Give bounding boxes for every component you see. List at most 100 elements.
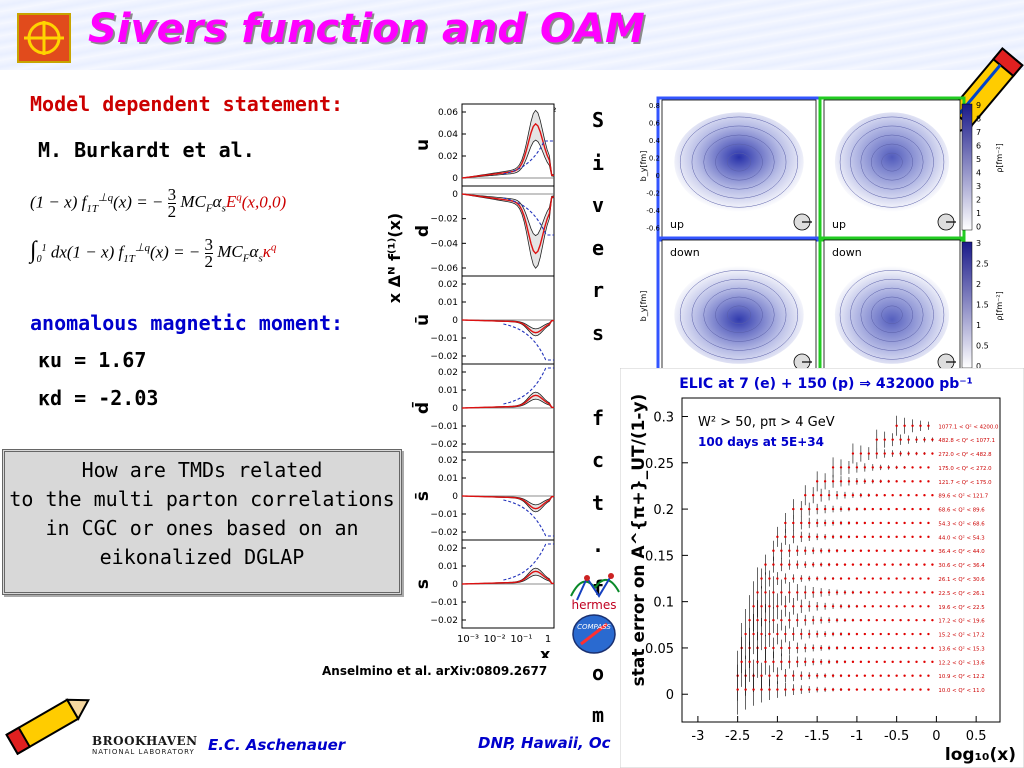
contour-line [691, 278, 787, 351]
data-point [895, 521, 898, 525]
data-point [804, 494, 807, 497]
data-point [887, 605, 890, 608]
data-point [811, 646, 815, 650]
data-point [891, 591, 894, 594]
data-point [776, 605, 779, 608]
data-point [847, 688, 851, 691]
data-point [804, 591, 807, 594]
data-point [899, 438, 902, 441]
data-point [819, 494, 823, 497]
data-point [796, 646, 799, 650]
data-point [883, 646, 886, 650]
vertical-letter: . [591, 533, 605, 557]
data-point [855, 605, 859, 608]
data-point [919, 535, 922, 539]
panel-tick-label: −0.04 [430, 239, 458, 249]
color-scale [961, 103, 973, 231]
contour-line [726, 152, 752, 172]
data-point [919, 424, 922, 427]
data-point [923, 549, 926, 552]
data-point [903, 466, 906, 469]
data-point [800, 535, 803, 539]
data-point [764, 660, 767, 664]
data-point [891, 646, 894, 650]
by-tick-label: 0 [656, 172, 660, 180]
data-point [871, 466, 874, 469]
data-point [823, 507, 827, 511]
data-point [768, 605, 771, 608]
data-point [911, 480, 914, 483]
data-point [915, 591, 918, 594]
callout-line: to the multi parton correlations [9, 487, 395, 511]
contour-line [679, 270, 799, 360]
scale-tick-label: 2 [976, 280, 981, 289]
scale-unit-label: ρ[fm⁻²] [995, 143, 1004, 172]
data-point [808, 632, 811, 636]
data-point [764, 646, 767, 650]
contour-line [703, 134, 775, 190]
panel-tick-label: 0 [452, 174, 458, 184]
panel-tick-label: 0 [452, 316, 458, 326]
data-point [871, 480, 874, 483]
chart-title: ELIC at 7 (e) + 150 (p) ⇒ 432000 pb⁻¹ [679, 376, 973, 392]
contour-line [881, 305, 903, 324]
data-point [859, 646, 863, 650]
data-point [847, 521, 851, 525]
error-band [461, 109, 555, 179]
callout-line: in CGC or ones based on an [45, 516, 359, 540]
data-point [776, 632, 779, 636]
data-point [835, 618, 839, 622]
data-point [851, 494, 855, 497]
author-line: M. Burkardt et al. [38, 138, 255, 162]
data-point [855, 507, 859, 511]
data-point [883, 549, 886, 552]
data-point [827, 563, 831, 566]
density-contour [834, 112, 950, 212]
data-point [867, 452, 871, 455]
density-contour [674, 112, 804, 212]
data-point [859, 494, 863, 497]
panel-tick-label: 0.06 [438, 108, 458, 118]
data-point [903, 577, 906, 580]
data-point [752, 632, 755, 636]
data-point [839, 521, 843, 525]
contour-line [850, 278, 934, 351]
panel-flavor-label: s [413, 579, 433, 589]
panel-tick-label: −0.01 [430, 422, 458, 432]
by-tick-label: -0.4 [646, 207, 660, 215]
data-point [744, 688, 747, 691]
positivity-bound [503, 140, 554, 175]
vertical-letter: r [591, 278, 605, 302]
data-point [815, 605, 819, 608]
data-point [819, 591, 823, 594]
data-point [879, 507, 882, 511]
data-point [879, 535, 882, 539]
data-point [847, 674, 851, 677]
panel-tick-label: −0.02 [430, 528, 458, 538]
data-point [808, 688, 811, 691]
x-tick-label: -1.5 [804, 729, 829, 744]
data-point [911, 674, 914, 677]
data-point [839, 480, 843, 483]
panel-tick-label: 0.02 [438, 456, 458, 466]
data-point [815, 674, 819, 677]
data-point [883, 563, 886, 566]
data-point [800, 632, 803, 636]
panel-tick-label: 0.02 [438, 280, 458, 290]
data-point [903, 480, 906, 483]
data-point [847, 577, 851, 580]
data-point [800, 577, 803, 580]
data-point [823, 577, 827, 580]
data-point [879, 577, 882, 580]
scale-tick-label: 1 [976, 209, 981, 218]
data-point [843, 591, 847, 594]
data-point [903, 674, 906, 677]
data-point [887, 466, 890, 469]
data-point [899, 660, 902, 664]
panel-tick-label: 0.02 [438, 544, 458, 554]
y-tick-label: 0.15 [645, 549, 674, 564]
data-point [768, 688, 771, 691]
data-point [823, 632, 827, 636]
data-point [863, 521, 867, 525]
